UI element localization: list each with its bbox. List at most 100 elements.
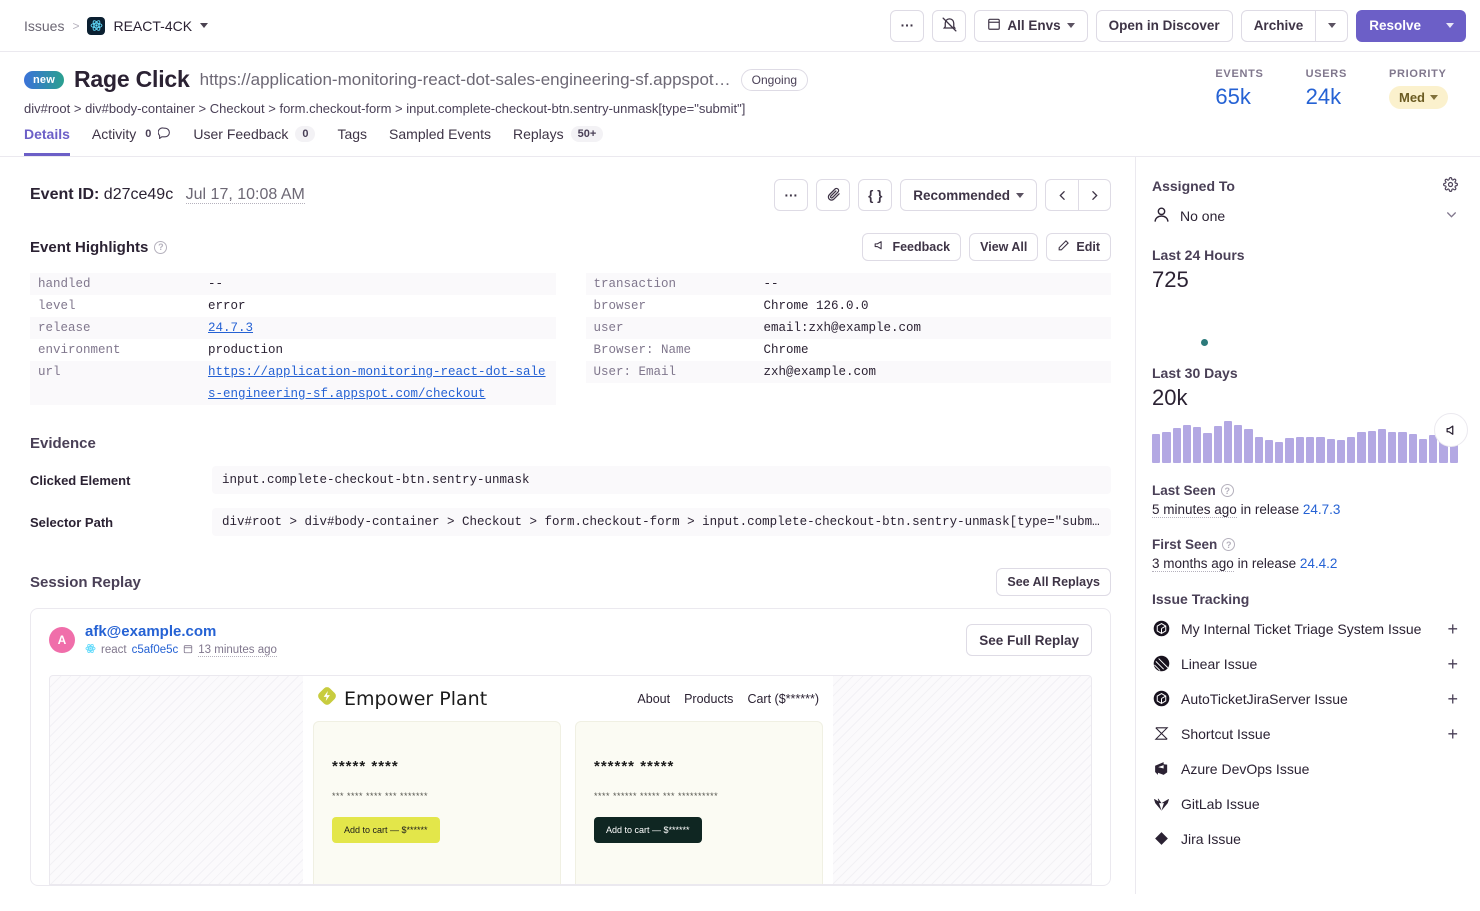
issue-tracking-item[interactable]: Linear Issue + [1152, 646, 1458, 681]
help-icon[interactable]: ? [1220, 484, 1234, 497]
preview-brand: Empower Plant [344, 687, 488, 710]
preview-add-to-cart-button[interactable]: Add to cart — $****** [332, 817, 440, 843]
tab-replays[interactable]: Replays 50+ [513, 126, 604, 156]
chart-bar[interactable] [1347, 436, 1356, 463]
environment-selector[interactable]: All Envs [974, 9, 1088, 42]
chart-bar[interactable] [1223, 421, 1233, 463]
issue-tracking-item[interactable]: Jira Issue [1152, 821, 1458, 856]
next-event-button[interactable] [1079, 179, 1111, 211]
tab-sampled-events[interactable]: Sampled Events [389, 126, 491, 156]
last-seen-release[interactable]: 24.7.3 [1302, 502, 1341, 517]
chart-bar[interactable] [1203, 433, 1212, 463]
previous-event-button[interactable] [1045, 179, 1079, 211]
event-sort-selector[interactable]: Recommended [900, 179, 1037, 211]
issue-tracking-label: Jira Issue [1181, 830, 1241, 847]
breadcrumb-issues-link[interactable]: Issues [24, 17, 65, 34]
issue-tracking-item[interactable]: AutoTicketJiraServer Issue + [1152, 681, 1458, 716]
archive-button[interactable]: Archive [1240, 9, 1317, 42]
add-issue-icon[interactable]: + [1447, 688, 1458, 709]
chart-bar[interactable] [1305, 436, 1315, 463]
gear-icon[interactable] [1443, 177, 1458, 195]
event-json-button[interactable]: { } [858, 179, 893, 211]
resolve-button[interactable]: Resolve [1356, 9, 1434, 42]
issue-header: new Rage Click https://application-monit… [0, 52, 1480, 116]
first-seen-time[interactable]: 3 months ago [1152, 556, 1234, 572]
stat-users[interactable]: USERS 24k [1306, 68, 1347, 116]
release-link[interactable]: 24.7.3 [208, 321, 254, 335]
issue-tracking-item[interactable]: Shortcut Issue + [1152, 716, 1458, 751]
chart-bar[interactable] [1152, 434, 1161, 463]
replay-preview-stage[interactable]: Empower Plant About Products Cart ($****… [49, 675, 1092, 885]
event-more-button[interactable]: ··· [774, 179, 809, 211]
chart-bar[interactable] [1285, 437, 1294, 463]
chart-bar[interactable] [1439, 434, 1448, 463]
chart-bar[interactable] [1367, 430, 1376, 463]
replay-time-ago[interactable]: 13 minutes ago [198, 643, 277, 657]
priority-badge[interactable]: Med [1389, 86, 1448, 109]
preview-nav-products[interactable]: Products [684, 691, 734, 706]
see-all-replays-button[interactable]: See All Replays [996, 568, 1111, 596]
feedback-flag-button[interactable] [1434, 413, 1468, 447]
chart-bar[interactable] [1234, 424, 1243, 463]
chart-bar[interactable] [1429, 435, 1438, 463]
issue-tracking-item[interactable]: GitLab Issue [1152, 786, 1458, 821]
tab-tags[interactable]: Tags [337, 126, 367, 156]
see-full-replay-button[interactable]: See Full Replay [966, 624, 1092, 656]
chart-bar[interactable] [1264, 440, 1274, 463]
chart-bar[interactable] [1418, 439, 1428, 463]
chart-bar[interactable] [1398, 431, 1407, 463]
archive-dropdown-button[interactable] [1316, 9, 1349, 42]
mute-button[interactable] [932, 9, 967, 42]
chart-bar[interactable] [1357, 431, 1366, 463]
chart-bar[interactable] [1295, 436, 1304, 463]
feedback-button[interactable]: Feedback [862, 233, 962, 261]
event-timestamp[interactable]: Jul 17, 10:08 AM [185, 186, 305, 204]
chart-bar[interactable] [1275, 442, 1284, 463]
preview-nav-cart[interactable]: Cart ($******) [747, 691, 819, 706]
page-title: Rage Click [74, 66, 190, 92]
edit-highlights-button[interactable]: Edit [1046, 233, 1111, 261]
chart-bar[interactable] [1182, 424, 1192, 463]
tab-user-feedback[interactable]: User Feedback 0 [193, 126, 316, 156]
tab-activity[interactable]: Activity 0 [92, 126, 171, 156]
last-seen-time[interactable]: 5 minutes ago [1152, 502, 1237, 518]
tab-details[interactable]: Details [24, 126, 70, 156]
view-all-button[interactable]: View All [969, 233, 1039, 261]
issue-tracking-item[interactable]: My Internal Ticket Triage System Issue + [1152, 611, 1458, 646]
url-link[interactable]: https://application-monitoring-react-dot… [208, 365, 546, 401]
last-30-days-chart[interactable] [1152, 421, 1458, 463]
issue-tracking-label: Azure DevOps Issue [1181, 760, 1310, 777]
breadcrumb-project[interactable]: REACT-4CK [87, 16, 209, 35]
add-issue-icon[interactable]: + [1447, 723, 1458, 744]
chart-bar[interactable] [1172, 428, 1181, 463]
resolve-dropdown-button[interactable] [1434, 9, 1466, 42]
add-issue-icon[interactable]: + [1447, 618, 1458, 639]
preview-nav-about[interactable]: About [637, 691, 671, 706]
chart-bar[interactable] [1254, 436, 1263, 463]
chart-bar[interactable] [1388, 431, 1397, 463]
chart-bar[interactable] [1449, 437, 1458, 463]
replay-user-email[interactable]: afk@example.com [85, 623, 217, 640]
chart-bar[interactable] [1326, 439, 1335, 463]
open-in-discover-button[interactable]: Open in Discover [1095, 9, 1233, 42]
chart-bar[interactable] [1213, 425, 1222, 463]
chart-bar[interactable] [1193, 426, 1202, 463]
add-issue-icon[interactable]: + [1447, 653, 1458, 674]
first-seen-release[interactable]: 24.4.2 [1299, 556, 1338, 571]
replay-short-id[interactable]: c5af0e5c [131, 644, 179, 656]
help-icon[interactable]: ? [1222, 538, 1236, 551]
issue-tracking-item[interactable]: Azure DevOps Issue [1152, 751, 1458, 786]
stat-events[interactable]: EVENTS 65k [1215, 68, 1263, 116]
more-actions-button[interactable]: ··· [890, 9, 925, 42]
preview-add-to-cart-button[interactable]: Add to cart — $****** [594, 817, 702, 843]
chart-bar[interactable] [1377, 429, 1387, 463]
chart-bar[interactable] [1244, 429, 1253, 463]
chart-bar[interactable] [1316, 436, 1325, 463]
chart-bar[interactable] [1336, 440, 1346, 463]
last-24-hours-chart[interactable] [1152, 303, 1198, 345]
event-attachments-button[interactable] [816, 179, 851, 211]
chart-bar[interactable] [1408, 434, 1417, 463]
chart-bar[interactable] [1162, 431, 1171, 463]
help-icon[interactable]: ? [154, 240, 168, 254]
assignee-selector[interactable]: No one [1152, 205, 1458, 227]
